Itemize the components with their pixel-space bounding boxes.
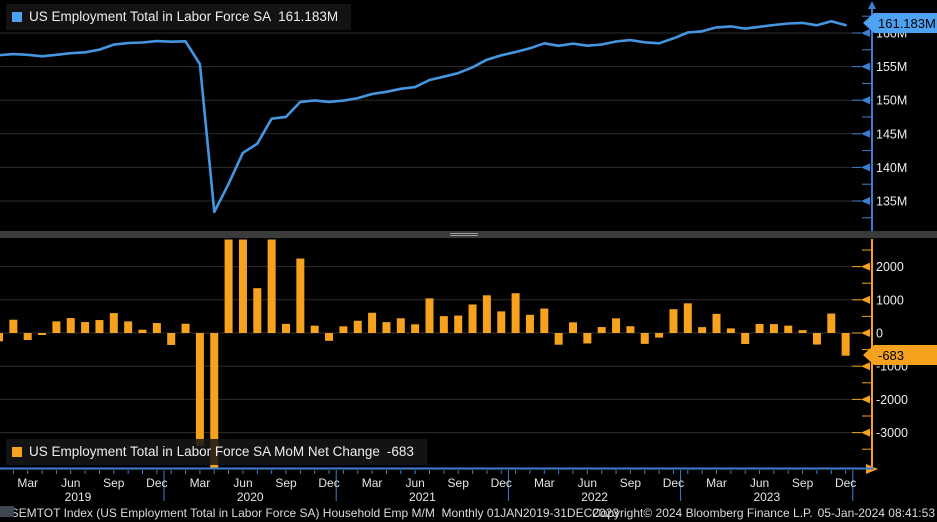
svg-text:Dec: Dec (146, 476, 167, 490)
svg-text:2020: 2020 (237, 490, 264, 504)
svg-text:Mar: Mar (17, 476, 38, 490)
orange-series-swatch-icon (12, 446, 22, 457)
timestamp: 05-Jan-2024 08:41:53 (817, 506, 935, 520)
svg-text:0: 0 (876, 327, 883, 341)
svg-text:-2000: -2000 (876, 393, 908, 407)
bar-series (0, 239, 850, 468)
status-bar: USEMTOT Index (US Employment Total in La… (0, 505, 937, 522)
svg-text:135M: 135M (876, 195, 907, 209)
svg-text:2000: 2000 (876, 260, 904, 274)
svg-text:150M: 150M (876, 94, 907, 108)
svg-text:Jun: Jun (405, 476, 424, 490)
blue-series-swatch-icon (12, 11, 22, 22)
line-series (0, 20, 847, 214)
bottom-legend-value: -683 (386, 444, 414, 459)
svg-text:Sep: Sep (448, 476, 470, 490)
svg-text:2021: 2021 (409, 490, 436, 504)
svg-text:Dec: Dec (491, 476, 512, 490)
svg-text:Jun: Jun (233, 476, 252, 490)
svg-text:Dec: Dec (663, 476, 684, 490)
top-panel-legend: US Employment Total in Labor Force SA 16… (6, 4, 352, 30)
svg-text:Dec: Dec (318, 476, 339, 490)
badge-arrow-icon (863, 345, 874, 365)
svg-text:1000: 1000 (876, 293, 904, 307)
svg-text:Mar: Mar (706, 476, 727, 490)
svg-text:Jun: Jun (578, 476, 597, 490)
svg-text:Mar: Mar (190, 476, 211, 490)
svg-text:Sep: Sep (620, 476, 642, 490)
top-legend-label: US Employment Total in Labor Force SA (29, 9, 272, 24)
top-legend-value: 161.183M (278, 9, 339, 24)
svg-text:Mar: Mar (534, 476, 555, 490)
svg-text:Sep: Sep (275, 476, 297, 490)
svg-text:2019: 2019 (65, 490, 92, 504)
svg-text:2022: 2022 (581, 490, 608, 504)
bottom-legend-label: US Employment Total in Labor Force SA Mo… (29, 444, 380, 459)
svg-text:Sep: Sep (103, 476, 125, 490)
svg-text:2023: 2023 (753, 490, 780, 504)
svg-text:145M: 145M (876, 127, 907, 141)
scrollbar-corner[interactable] (0, 506, 14, 517)
svg-text:Sep: Sep (792, 476, 814, 490)
svg-text:Dec: Dec (835, 476, 856, 490)
svg-text:-3000: -3000 (876, 426, 908, 440)
panel-splitter[interactable] (0, 231, 937, 238)
svg-text:Jun: Jun (61, 476, 80, 490)
splitter-grip-icon[interactable] (450, 231, 478, 238)
svg-text:Mar: Mar (362, 476, 383, 490)
svg-text:155M: 155M (876, 60, 907, 74)
badge-arrow-icon (863, 13, 874, 33)
last-value-badge-bar: -683 (863, 345, 937, 365)
svg-text:Jun: Jun (750, 476, 769, 490)
last-value-badge-line: 161.183M (863, 13, 937, 33)
bottom-panel-legend: US Employment Total in Labor Force SA Mo… (6, 439, 427, 465)
copyright-text: Copyright© 2024 Bloomberg Finance L.P. (592, 506, 813, 520)
gridlines (0, 32, 872, 434)
axes (0, 1, 878, 501)
svg-text:140M: 140M (876, 161, 907, 175)
ticker-description: USEMTOT Index (US Employment Total in La… (2, 506, 619, 520)
